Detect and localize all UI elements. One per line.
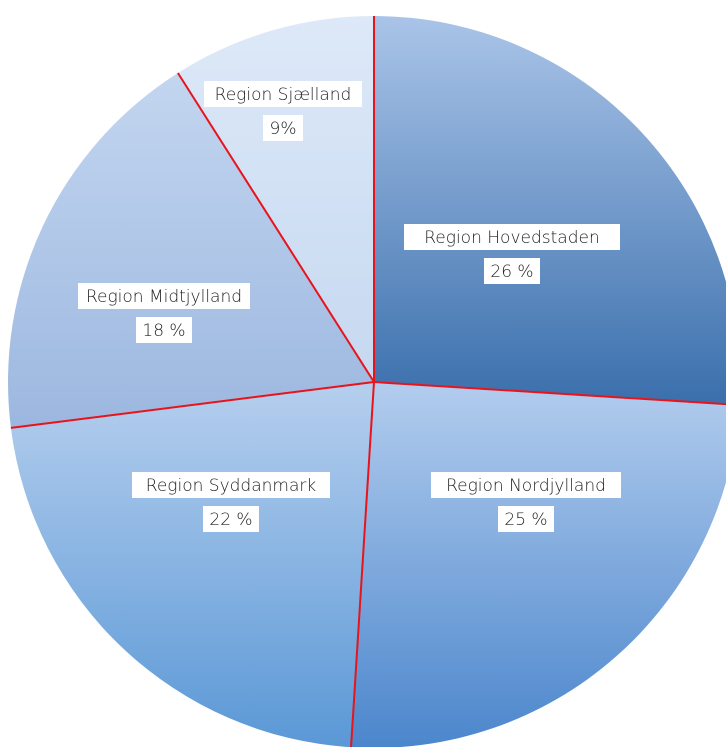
slice-labels: Region Hovedstaden 26 % Region Nordjylland… (78, 81, 621, 532)
slice-separator (10, 381, 375, 429)
slice-label-group: Region Sjælland 9% (204, 81, 362, 141)
slice-value-label: 9% (270, 119, 297, 139)
pie-slice-region-midtjylland (8, 72, 375, 428)
slice-separator (350, 381, 375, 747)
slice-value-label: 18 % (142, 321, 185, 341)
pie-slices (8, 16, 726, 747)
pie-slice-region-hovedstaden (374, 16, 726, 405)
slice-separator (177, 72, 375, 383)
slice-label-background (431, 472, 621, 498)
slice-value-label: 22 % (209, 510, 252, 530)
slice-category-label: Region Syddanmark (146, 476, 317, 496)
slice-label-background (78, 283, 250, 309)
slice-value-label: 25 % (504, 510, 547, 530)
slice-category-label: Region Midtjylland (86, 287, 242, 307)
slice-value-background (263, 115, 303, 141)
slice-category-label: Region Hovedstaden (424, 228, 599, 248)
pie-slice-region-sj-lland (177, 16, 374, 382)
slice-category-label: Region Nordjylland (446, 476, 606, 496)
slice-label-group: Region Nordjylland 25 % (431, 472, 621, 532)
pie-slice-region-nordjylland (351, 382, 726, 747)
slice-separator (373, 381, 726, 406)
slice-label-background (132, 472, 330, 498)
slice-value-background (484, 258, 540, 284)
slice-label-group: Region Syddanmark 22 % (132, 472, 330, 532)
slice-label-background (404, 224, 620, 250)
slice-value-background (203, 506, 259, 532)
slice-label-group: Region Midtjylland 18 % (78, 283, 250, 343)
slice-label-background (204, 81, 362, 107)
pie-slice-region-syddanmark (10, 382, 374, 747)
slice-value-background (136, 317, 192, 343)
slice-value-label: 26 % (490, 262, 533, 282)
slice-label-group: Region Hovedstaden 26 % (404, 224, 620, 284)
slice-separators (10, 16, 726, 747)
slice-value-background (498, 506, 554, 532)
slice-category-label: Region Sjælland (215, 85, 352, 105)
